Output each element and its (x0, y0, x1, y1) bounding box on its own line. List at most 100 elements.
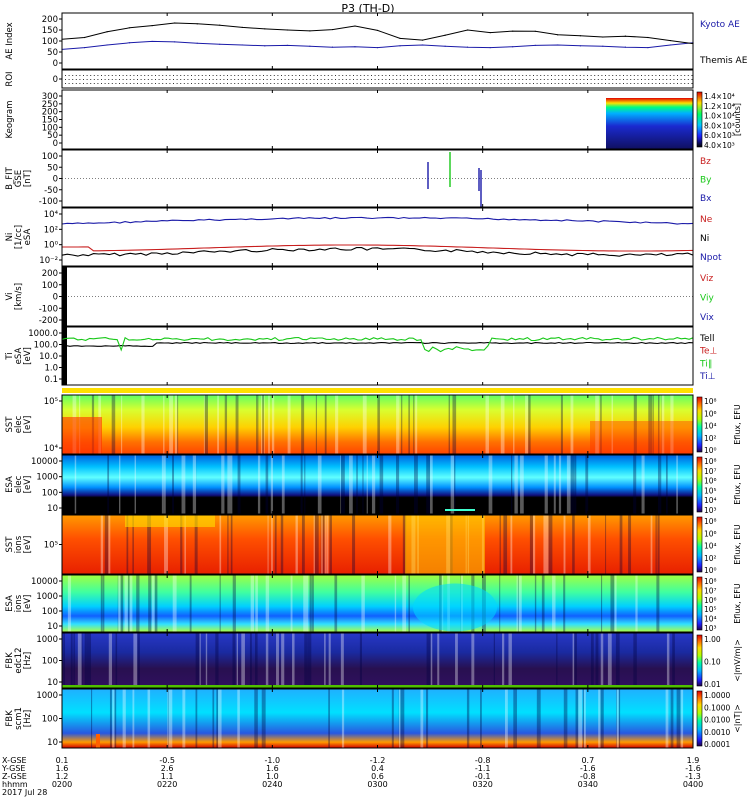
roi-dot (381, 83, 383, 84)
spectrogram-stripe (329, 515, 332, 574)
y-tick-label: -100 (39, 197, 58, 207)
y-axis-label: GSE (14, 170, 24, 187)
spectrogram-stripe (574, 455, 577, 514)
ae-point (624, 46, 626, 48)
roi-dot (75, 79, 77, 80)
spectrogram-stripe (313, 515, 316, 574)
spectrogram-stripe (570, 395, 574, 454)
roi-dot (623, 75, 624, 76)
roi-dot (230, 79, 232, 80)
ae-point (331, 46, 334, 48)
roi-dot (389, 83, 390, 84)
ae-point (286, 29, 288, 31)
y-axis-label: [nT] (23, 170, 33, 187)
roi-dot (331, 79, 333, 80)
x-axis-value: -0.8 (580, 772, 596, 781)
spectrogram-stripe (301, 395, 305, 454)
roi-dot (500, 75, 502, 76)
roi-dot (687, 83, 689, 84)
legend-themis-ae: Themis AE (699, 56, 748, 66)
spectrogram-stripe (499, 575, 501, 632)
roi-dot (579, 75, 581, 76)
colorbar-tick-label: 1.00 (704, 635, 721, 644)
colorbar-tick-label: 10⁶ (704, 596, 717, 605)
roi-dot (122, 75, 124, 76)
ae-point (534, 30, 536, 32)
roi-dot (201, 75, 203, 76)
roi-dot (475, 79, 477, 80)
ae-point (512, 46, 514, 48)
roi-dot (543, 79, 545, 80)
spectrogram-stripe (100, 575, 103, 632)
fbk_b-y-axis: 1000 100 10 FBK scm1 [Hz] (5, 691, 62, 748)
spectrogram-stripe (635, 575, 638, 632)
roi-dot (691, 75, 693, 76)
roi-dot (536, 79, 538, 80)
legend-vix: Vix (700, 313, 714, 323)
roi-dot (158, 75, 160, 76)
y-axis-label: B_FIT (5, 166, 15, 189)
roi-dot (626, 79, 628, 80)
y-tick-label: 50 (47, 131, 58, 141)
roi-dot (122, 83, 124, 84)
spectrogram-stripe (508, 633, 512, 688)
roi-dot (497, 83, 498, 84)
roi-dot (331, 83, 333, 84)
ae-point (399, 45, 401, 47)
roi-dot (432, 79, 434, 80)
roi-dot (248, 79, 250, 80)
spectrogram-stripe (317, 455, 322, 514)
roi-dot (205, 83, 207, 84)
colorbar-tick-label: 10⁷ (704, 586, 717, 595)
roi-dot (421, 75, 423, 76)
roi-dot (471, 79, 473, 80)
spectrogram-stripe (429, 633, 433, 688)
spectrogram-stripe (232, 575, 236, 632)
roi-dot (284, 75, 286, 76)
roi-dot (396, 79, 398, 80)
spectrogram-stripe (227, 455, 231, 514)
spectrogram-stripe (176, 395, 179, 454)
roi-dot (428, 83, 430, 84)
roi-dot (349, 83, 351, 84)
spectrogram-stripe (366, 455, 368, 514)
spectrogram-stripe (608, 633, 612, 688)
roi-dot (396, 75, 398, 76)
roi-dot (360, 75, 362, 76)
roi-dot (295, 83, 297, 84)
y-tick-label: 100 (42, 281, 58, 291)
roi-dot (255, 83, 257, 84)
spectrogram-stripe (379, 455, 384, 514)
spectrogram-stripe (569, 455, 572, 514)
roi-dot (227, 79, 228, 80)
y-axis-label: ions (14, 594, 24, 612)
spectrogram-stripe (300, 455, 303, 514)
roi-dot (666, 83, 668, 84)
y-tick-label: 10 (47, 738, 58, 748)
roi-dot (439, 75, 441, 76)
spectrogram-stripe (295, 515, 298, 574)
roi-dot (493, 83, 495, 84)
roi-dot (641, 75, 642, 76)
spectrogram-stripe (124, 575, 127, 632)
y-axis-label: SST (5, 416, 15, 433)
spectrogram-stripe (311, 575, 314, 632)
velocity-data-gap (62, 267, 67, 326)
roi-dot (673, 79, 675, 80)
colorbar-tick-label: 10⁵ (704, 486, 717, 495)
spectrogram-stripe (450, 455, 455, 514)
roi-dot (507, 79, 509, 80)
colorbar-tick-label: 10⁶ (704, 477, 717, 486)
colorbar-tick-label: 10⁴ (704, 422, 717, 431)
spectrogram-stripe (100, 515, 104, 574)
spectrogram-stripe (452, 395, 457, 454)
spectrogram-stripe (408, 575, 410, 632)
spectrogram-stripe (493, 633, 496, 688)
roi-dot (432, 75, 434, 76)
y-tick-label: 100 (42, 715, 58, 725)
roi-dot (302, 83, 304, 84)
roi-dot (453, 79, 455, 80)
roi-dot (93, 83, 95, 84)
roi-dot (79, 75, 81, 76)
